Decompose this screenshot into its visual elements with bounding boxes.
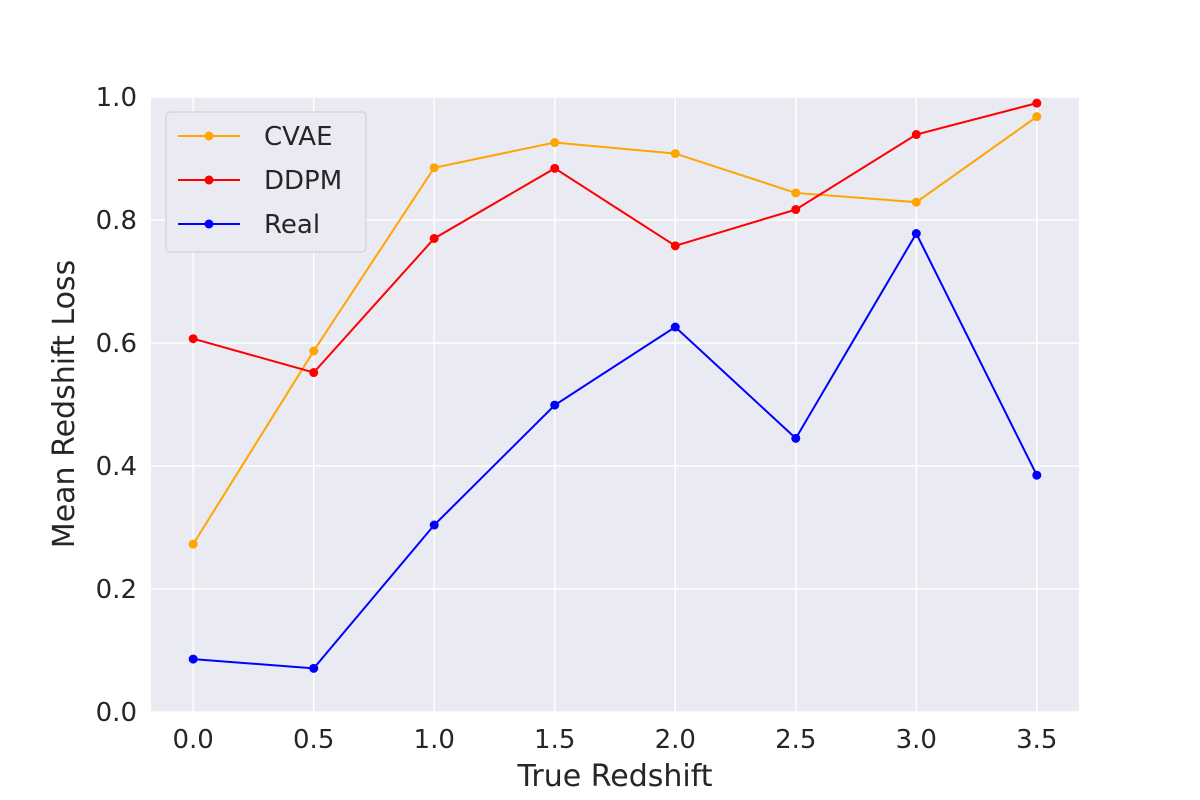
data-point bbox=[670, 241, 680, 251]
y-tick-label: 0.2 bbox=[96, 575, 137, 605]
x-tick-label: 2.5 bbox=[775, 725, 816, 755]
x-tick-label: 3.0 bbox=[896, 725, 937, 755]
data-point bbox=[188, 654, 198, 664]
series-cvae bbox=[188, 112, 1042, 549]
data-point bbox=[670, 149, 680, 159]
x-axis-title: True Redshift bbox=[516, 759, 712, 794]
data-point bbox=[791, 205, 801, 215]
x-tick-label: 3.5 bbox=[1016, 725, 1057, 755]
data-point bbox=[550, 400, 560, 410]
data-point bbox=[1032, 112, 1042, 122]
legend-item-real: Real bbox=[178, 210, 320, 240]
series-line bbox=[192, 102, 1038, 374]
data-point bbox=[1032, 98, 1042, 108]
legend-marker bbox=[204, 219, 214, 229]
y-tick-label: 1.0 bbox=[96, 83, 137, 113]
data-point bbox=[791, 433, 801, 443]
x-tick-label: 1.5 bbox=[534, 725, 575, 755]
y-tick-labels: 0.0 0.2 0.4 0.6 0.8 1.0 bbox=[96, 83, 137, 728]
data-point bbox=[309, 663, 319, 673]
legend-label: CVAE bbox=[264, 122, 333, 152]
data-point bbox=[670, 322, 680, 332]
gridlines bbox=[151, 96, 1079, 713]
data-point bbox=[791, 188, 801, 198]
data-point bbox=[911, 130, 921, 140]
data-point bbox=[309, 368, 319, 378]
series-ddpm bbox=[188, 98, 1042, 378]
data-point bbox=[188, 539, 198, 549]
series-real bbox=[188, 229, 1042, 673]
data-point bbox=[550, 163, 560, 173]
series-line bbox=[193, 231, 1038, 670]
x-tick-labels: 0.0 0.5 1.0 1.5 2.0 2.5 3.0 3.5 bbox=[173, 725, 1058, 755]
legend-label: DDPM bbox=[264, 166, 342, 196]
data-point bbox=[188, 334, 198, 344]
data-point bbox=[911, 197, 921, 207]
data-series bbox=[188, 98, 1042, 673]
x-tick-label: 0.5 bbox=[293, 725, 334, 755]
y-tick-label: 0.0 bbox=[96, 698, 137, 728]
data-point bbox=[911, 229, 921, 239]
x-tick-label: 0.0 bbox=[173, 725, 214, 755]
legend-label: Real bbox=[264, 210, 320, 240]
data-point bbox=[429, 233, 439, 243]
y-tick-label: 0.4 bbox=[96, 452, 137, 482]
y-tick-label: 0.6 bbox=[96, 329, 137, 359]
data-point bbox=[429, 520, 439, 530]
legend-item-ddpm: DDPM bbox=[178, 166, 342, 196]
legend-marker bbox=[204, 131, 214, 141]
data-point bbox=[429, 163, 439, 173]
legend-marker bbox=[204, 175, 214, 185]
y-axis-title: Mean Redshift Loss bbox=[47, 260, 82, 548]
legend-item-cvae: CVAE bbox=[178, 122, 333, 152]
series-line bbox=[192, 115, 1038, 545]
legend-box bbox=[165, 111, 367, 253]
data-point bbox=[309, 346, 319, 356]
data-point bbox=[550, 138, 560, 148]
legend: CVAE DDPM Real bbox=[165, 111, 367, 253]
x-tick-label: 2.0 bbox=[655, 725, 696, 755]
x-tick-label: 1.0 bbox=[414, 725, 455, 755]
y-tick-label: 0.8 bbox=[96, 206, 137, 236]
data-point bbox=[1032, 470, 1042, 480]
